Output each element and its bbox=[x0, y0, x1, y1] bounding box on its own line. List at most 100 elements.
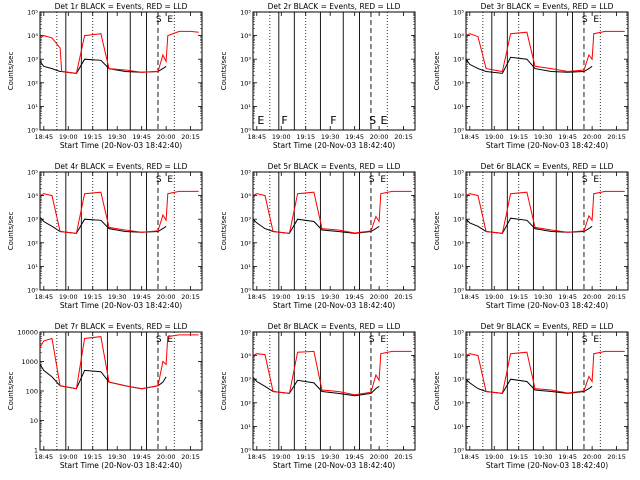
plot-frame bbox=[252, 331, 416, 451]
x-tick-label: 18:45 bbox=[247, 133, 266, 141]
attenuator-label: F bbox=[281, 114, 287, 127]
x-tick-label: 20:15 bbox=[394, 293, 413, 301]
panel-det-4: Det 4r BLACK = Events, RED = LLD Counts/s… bbox=[7, 162, 203, 310]
events-line bbox=[465, 217, 593, 234]
y-tick-label: 10³ bbox=[27, 56, 38, 64]
plot-frame bbox=[465, 11, 629, 131]
y-axis-label: Counts/sec bbox=[220, 372, 228, 411]
attenuator-label: E bbox=[257, 114, 264, 127]
lld-line bbox=[252, 350, 412, 396]
attenuator-label: E bbox=[593, 175, 599, 185]
y-tick-label: 10⁰ bbox=[240, 447, 251, 455]
panel-det-3: Det 3r BLACK = Events, RED = LLD Counts/s… bbox=[433, 2, 629, 150]
x-tick-label: 18:45 bbox=[460, 133, 479, 141]
y-tick-label: 10² bbox=[27, 239, 38, 247]
x-tick-label: 20:15 bbox=[394, 133, 413, 141]
attenuator-label: S bbox=[156, 335, 162, 345]
panel-title: Det 7r BLACK = Events, RED = LLD bbox=[55, 322, 188, 331]
y-tick-label: 10⁰ bbox=[240, 127, 251, 135]
x-axis-label: Start Time (20-Nov-03 18:42:40) bbox=[273, 141, 395, 150]
plot-frame bbox=[39, 171, 203, 291]
x-tick-label: 20:00 bbox=[583, 133, 602, 141]
x-tick-label: 20:15 bbox=[607, 133, 626, 141]
x-tick-label: 18:45 bbox=[34, 293, 53, 301]
panel-title: Det 3r BLACK = Events, RED = LLD bbox=[481, 2, 614, 11]
y-tick-label: 10⁵ bbox=[27, 169, 38, 177]
y-tick-label: 10¹ bbox=[240, 423, 251, 431]
y-tick-label: 10¹ bbox=[240, 103, 251, 111]
x-tick-label: 19:45 bbox=[558, 133, 577, 141]
x-tick-label: 18:45 bbox=[460, 453, 479, 461]
attenuator-label: S bbox=[156, 15, 162, 25]
x-tick-label: 19:30 bbox=[108, 133, 127, 141]
y-tick-label: 10¹ bbox=[453, 103, 464, 111]
x-tick-label: 19:30 bbox=[534, 133, 553, 141]
y-tick-label: 10³ bbox=[453, 216, 464, 224]
y-tick-label: 10¹ bbox=[27, 103, 38, 111]
y-tick-label: 10⁵ bbox=[453, 329, 464, 337]
panel-title: Det 8r BLACK = Events, RED = LLD bbox=[268, 322, 401, 331]
events-line bbox=[39, 58, 167, 74]
x-tick-label: 20:15 bbox=[607, 293, 626, 301]
y-axis-label: Counts/sec bbox=[7, 372, 15, 411]
attenuator-label: E bbox=[380, 335, 386, 345]
x-tick-label: 19:15 bbox=[296, 293, 315, 301]
x-tick-label: 19:00 bbox=[59, 133, 78, 141]
y-tick-label: 10⁴ bbox=[27, 192, 38, 200]
plot-frame bbox=[252, 171, 416, 291]
attenuator-label: E bbox=[593, 335, 599, 345]
x-tick-label: 19:45 bbox=[558, 453, 577, 461]
lld-line bbox=[252, 190, 412, 234]
panel-det-6: Det 6r BLACK = Events, RED = LLD Counts/s… bbox=[433, 162, 629, 310]
x-tick-label: 19:30 bbox=[321, 133, 340, 141]
panel-det-1: Det 1r BLACK = Events, RED = LLD Counts/s… bbox=[7, 2, 203, 150]
y-tick-label: 10⁰ bbox=[453, 447, 464, 455]
y-tick-label: 1 bbox=[34, 447, 38, 455]
y-tick-label: 10⁵ bbox=[453, 169, 464, 177]
panel-title: Det 2r BLACK = Events, RED = LLD bbox=[268, 2, 401, 11]
x-tick-label: 18:45 bbox=[34, 133, 53, 141]
y-tick-label: 10⁵ bbox=[240, 169, 251, 177]
y-tick-label: 10⁵ bbox=[27, 9, 38, 17]
x-tick-label: 19:15 bbox=[509, 453, 528, 461]
y-tick-label: 10⁰ bbox=[27, 127, 38, 135]
plot-frame bbox=[39, 331, 203, 451]
attenuator-label: S bbox=[582, 15, 588, 25]
panel-det-5: Det 5r BLACK = Events, RED = LLD Counts/s… bbox=[220, 162, 416, 310]
panel-title: Det 4r BLACK = Events, RED = LLD bbox=[55, 162, 188, 171]
y-tick-label: 10³ bbox=[240, 56, 251, 64]
y-tick-label: 10⁰ bbox=[240, 287, 251, 295]
y-tick-label: 10⁰ bbox=[27, 287, 38, 295]
lld-line bbox=[465, 350, 625, 394]
y-tick-label: 10² bbox=[240, 79, 251, 87]
x-axis-label: Start Time (20-Nov-03 18:42:40) bbox=[486, 461, 608, 470]
x-axis-label: Start Time (20-Nov-03 18:42:40) bbox=[60, 461, 182, 470]
x-axis-label: Start Time (20-Nov-03 18:42:40) bbox=[486, 301, 608, 310]
y-tick-label: 10⁵ bbox=[240, 9, 251, 17]
x-tick-label: 19:00 bbox=[59, 293, 78, 301]
panel-title: Det 9r BLACK = Events, RED = LLD bbox=[481, 322, 614, 331]
x-axis-label: Start Time (20-Nov-03 18:42:40) bbox=[60, 301, 182, 310]
y-tick-label: 10⁴ bbox=[240, 32, 251, 40]
x-axis-label: Start Time (20-Nov-03 18:42:40) bbox=[60, 141, 182, 150]
y-axis-label: Counts/sec bbox=[220, 52, 228, 91]
attenuator-label: F bbox=[330, 114, 336, 127]
events-line bbox=[252, 218, 380, 234]
x-tick-label: 19:45 bbox=[558, 293, 577, 301]
x-tick-label: 19:00 bbox=[272, 453, 291, 461]
y-tick-label: 10⁰ bbox=[453, 127, 464, 135]
attenuator-label: S bbox=[582, 175, 588, 185]
y-tick-label: 10⁵ bbox=[240, 329, 251, 337]
y-axis-label: Counts/sec bbox=[220, 212, 228, 251]
x-tick-label: 20:00 bbox=[370, 133, 389, 141]
attenuator-label: E bbox=[167, 15, 173, 25]
x-tick-label: 19:30 bbox=[321, 293, 340, 301]
x-tick-label: 19:15 bbox=[296, 133, 315, 141]
x-axis-label: Start Time (20-Nov-03 18:42:40) bbox=[273, 461, 395, 470]
x-tick-label: 20:00 bbox=[157, 133, 176, 141]
events-line bbox=[465, 56, 593, 74]
y-tick-label: 10¹ bbox=[240, 263, 251, 271]
y-tick-label: 10² bbox=[453, 79, 464, 87]
y-tick-label: 10³ bbox=[453, 56, 464, 64]
x-tick-label: 19:30 bbox=[108, 453, 127, 461]
